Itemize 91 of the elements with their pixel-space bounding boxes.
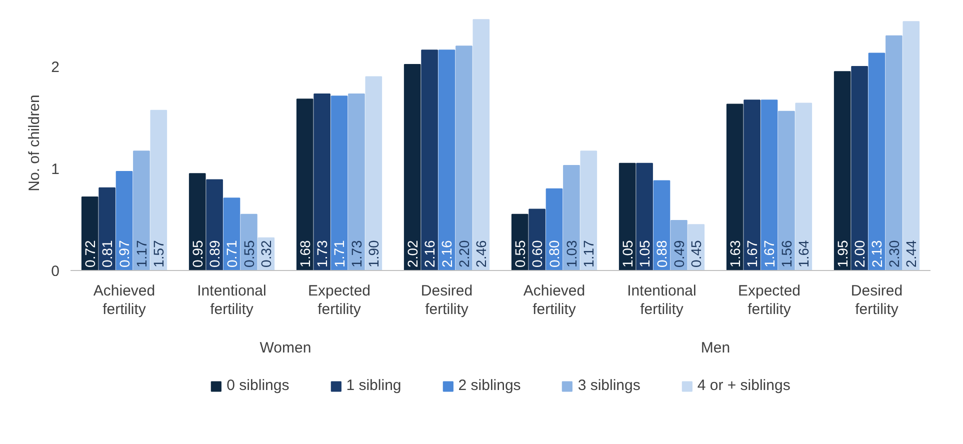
text: 1.95 bbox=[834, 240, 850, 268]
text: 1.90 bbox=[366, 240, 382, 268]
y-tick-label: 0 bbox=[51, 263, 60, 280]
bar bbox=[133, 150, 150, 270]
bar bbox=[563, 164, 580, 270]
y-axis-title: No. of children bbox=[26, 94, 44, 192]
text: 2.00 bbox=[852, 240, 868, 268]
text: 2.30 bbox=[886, 240, 902, 268]
x-tick-label: Intentional fertility bbox=[627, 282, 696, 318]
bar bbox=[365, 76, 382, 270]
text: Men bbox=[700, 340, 730, 356]
text: Women bbox=[260, 340, 312, 356]
text: 1.56 bbox=[778, 240, 794, 268]
bar bbox=[330, 96, 348, 270]
text: 1.17 bbox=[133, 240, 150, 268]
text: 1.63 bbox=[726, 240, 743, 268]
text: 1.03 bbox=[563, 240, 580, 268]
text: 0.55 bbox=[240, 240, 257, 268]
text: 0.95 bbox=[189, 240, 206, 268]
text: 0.32 bbox=[258, 240, 274, 268]
bar bbox=[314, 94, 330, 270]
x-tick-label: Achieved fertility bbox=[93, 282, 156, 318]
text: 1.73 bbox=[314, 240, 330, 268]
text: 0.80 bbox=[546, 240, 562, 268]
bar bbox=[223, 198, 240, 270]
bar bbox=[98, 187, 116, 270]
text: 0.45 bbox=[688, 240, 704, 268]
x-tick-label: Intentional fertility bbox=[197, 282, 266, 318]
text: 2.46 bbox=[473, 240, 490, 268]
bar bbox=[404, 64, 421, 270]
bar bbox=[81, 196, 98, 270]
text: 0.81 bbox=[99, 240, 116, 268]
legend-label: 3 siblings bbox=[578, 377, 640, 394]
text: 2.13 bbox=[868, 240, 885, 268]
text: 1.05 bbox=[619, 240, 636, 268]
text: 0.72 bbox=[82, 240, 98, 268]
bar bbox=[886, 35, 902, 270]
bar bbox=[726, 104, 744, 270]
text: 1.57 bbox=[150, 240, 167, 268]
text: 1.67 bbox=[761, 240, 778, 268]
bar bbox=[348, 94, 365, 270]
text: 1.68 bbox=[296, 240, 313, 268]
text: 1.64 bbox=[796, 240, 812, 268]
text: 1.73 bbox=[348, 240, 364, 268]
bar bbox=[744, 100, 760, 270]
text: 0.49 bbox=[670, 240, 687, 268]
bar bbox=[868, 52, 886, 270]
text: 1.67 bbox=[744, 240, 760, 268]
bar bbox=[834, 71, 851, 270]
text: 2.44 bbox=[903, 240, 920, 268]
y-tick-label: 1 bbox=[51, 161, 60, 178]
text: 2.20 bbox=[456, 240, 472, 268]
text: 0.88 bbox=[654, 240, 670, 268]
bar bbox=[438, 50, 456, 270]
x-tick-label: Desired fertility bbox=[420, 282, 473, 318]
bar bbox=[296, 98, 314, 270]
bar bbox=[795, 102, 812, 270]
text: 0.60 bbox=[529, 240, 546, 268]
legend-label: 0 siblings bbox=[226, 377, 290, 394]
bar bbox=[902, 21, 920, 270]
bar bbox=[636, 162, 653, 270]
bar bbox=[188, 173, 206, 270]
bar bbox=[618, 162, 636, 270]
legend-label: 2 siblings bbox=[458, 377, 521, 394]
text: 0.89 bbox=[206, 240, 223, 268]
bar bbox=[472, 19, 490, 270]
text: 0.55 bbox=[512, 240, 528, 268]
bar bbox=[456, 46, 472, 270]
x-tick-label: Expected fertility bbox=[738, 282, 801, 318]
bar bbox=[150, 110, 168, 270]
bar bbox=[580, 150, 598, 270]
text: 1.71 bbox=[331, 240, 348, 268]
y-tick-label: 2 bbox=[51, 59, 60, 76]
bar bbox=[851, 66, 868, 270]
x-tick-label: Desired fertility bbox=[850, 282, 903, 318]
legend-label: 1 sibling bbox=[346, 377, 402, 394]
bar bbox=[760, 100, 778, 270]
text: 1.05 bbox=[636, 240, 653, 268]
legend-label: 4 or + siblings bbox=[697, 377, 790, 394]
text: 0.71 bbox=[224, 240, 240, 268]
x-tick-label: Achieved fertility bbox=[523, 282, 586, 318]
text: 2.16 bbox=[438, 240, 455, 268]
text: 2.16 bbox=[422, 240, 438, 268]
text: 2.02 bbox=[404, 240, 420, 268]
bar bbox=[206, 179, 223, 270]
bar bbox=[421, 50, 438, 270]
text: 0.97 bbox=[116, 240, 132, 268]
text: 1.17 bbox=[580, 240, 597, 268]
bar bbox=[116, 171, 133, 270]
bar bbox=[778, 110, 795, 270]
x-tick-label: Expected fertility bbox=[308, 282, 371, 318]
